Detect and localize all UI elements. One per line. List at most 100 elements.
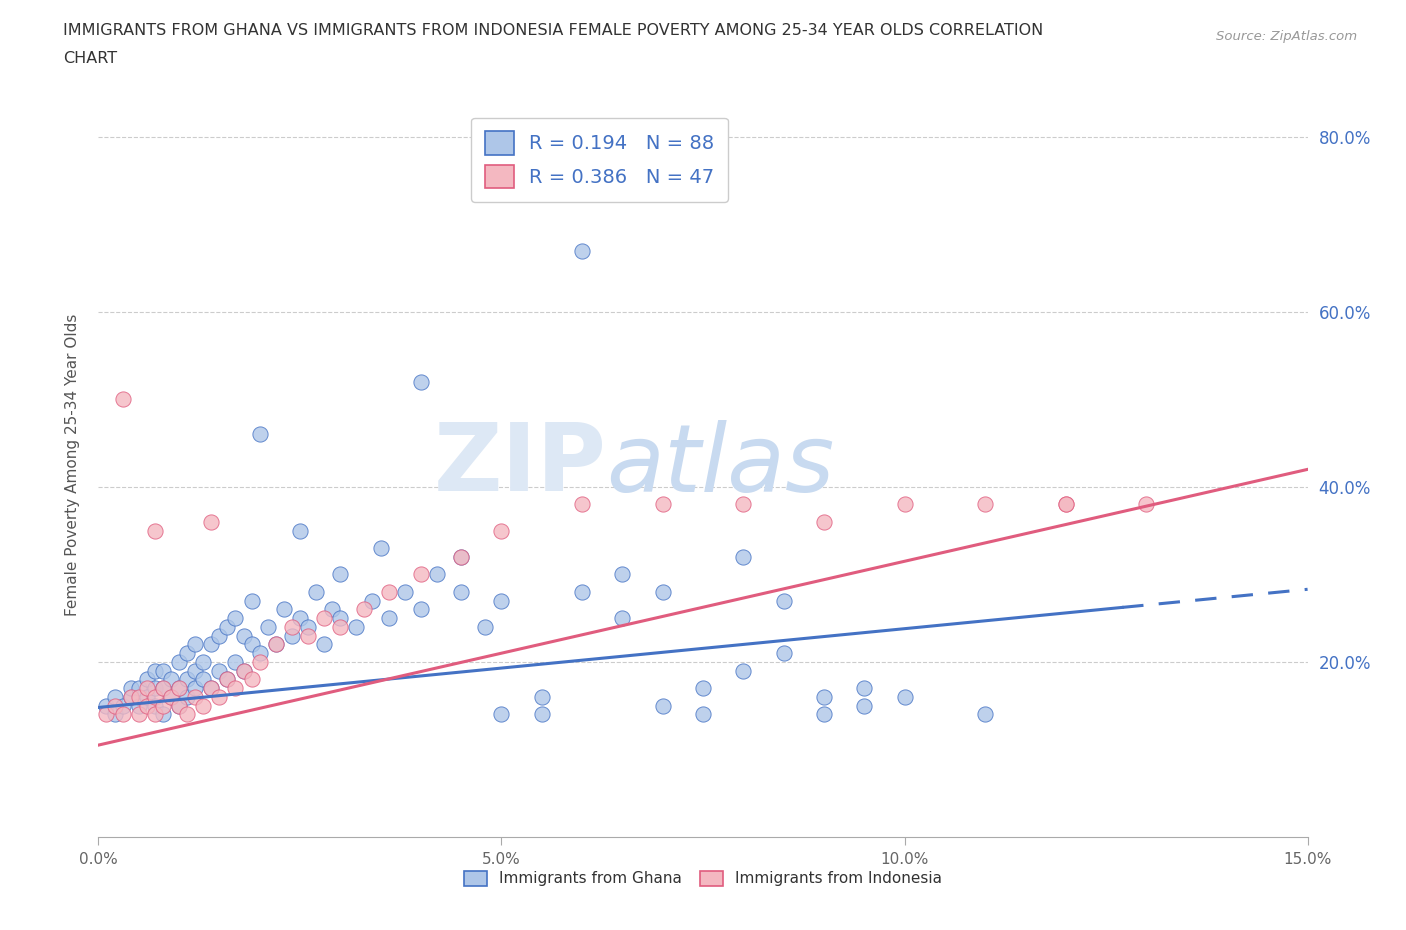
- Point: [893, 689, 915, 704]
- Point: [135, 672, 157, 687]
- Point: [128, 689, 150, 704]
- Point: [217, 672, 239, 687]
- Point: [733, 497, 755, 512]
- Point: [264, 637, 287, 652]
- Point: [491, 593, 513, 608]
- Point: [281, 629, 304, 644]
- Point: [143, 689, 166, 704]
- Point: [224, 681, 246, 696]
- Point: [96, 698, 118, 713]
- Point: [103, 707, 125, 722]
- Point: [224, 611, 246, 626]
- Point: [160, 672, 183, 687]
- Text: atlas: atlas: [606, 419, 835, 511]
- Point: [135, 698, 157, 713]
- Point: [893, 497, 915, 512]
- Point: [264, 637, 287, 652]
- Point: [120, 689, 142, 704]
- Point: [103, 689, 125, 704]
- Point: [217, 672, 239, 687]
- Point: [612, 611, 634, 626]
- Point: [152, 681, 174, 696]
- Point: [273, 602, 295, 617]
- Point: [217, 619, 239, 634]
- Point: [377, 584, 399, 599]
- Point: [651, 497, 673, 512]
- Point: [152, 698, 174, 713]
- Text: ZIP: ZIP: [433, 419, 606, 511]
- Point: [256, 619, 278, 634]
- Point: [651, 698, 673, 713]
- Point: [571, 497, 593, 512]
- Point: [135, 689, 157, 704]
- Point: [974, 707, 997, 722]
- Point: [128, 681, 150, 696]
- Point: [288, 524, 311, 538]
- Point: [200, 637, 222, 652]
- Point: [813, 707, 835, 722]
- Point: [240, 672, 263, 687]
- Point: [612, 567, 634, 582]
- Point: [571, 584, 593, 599]
- Point: [167, 681, 190, 696]
- Point: [329, 567, 352, 582]
- Point: [772, 645, 794, 660]
- Text: IMMIGRANTS FROM GHANA VS IMMIGRANTS FROM INDONESIA FEMALE POVERTY AMONG 25-34 YE: IMMIGRANTS FROM GHANA VS IMMIGRANTS FROM…: [63, 23, 1043, 38]
- Point: [530, 689, 553, 704]
- Point: [167, 698, 190, 713]
- Point: [103, 698, 125, 713]
- Point: [176, 707, 198, 722]
- Point: [692, 681, 714, 696]
- Point: [733, 550, 755, 565]
- Point: [176, 672, 198, 687]
- Point: [1135, 497, 1157, 512]
- Point: [224, 655, 246, 670]
- Point: [143, 663, 166, 678]
- Point: [249, 645, 271, 660]
- Point: [733, 663, 755, 678]
- Point: [426, 567, 449, 582]
- Point: [176, 645, 198, 660]
- Point: [193, 672, 215, 687]
- Point: [530, 707, 553, 722]
- Point: [167, 655, 190, 670]
- Point: [120, 681, 142, 696]
- Point: [249, 427, 271, 442]
- Point: [111, 392, 134, 406]
- Point: [184, 663, 207, 678]
- Point: [361, 593, 384, 608]
- Point: [128, 707, 150, 722]
- Point: [232, 663, 254, 678]
- Legend: Immigrants from Ghana, Immigrants from Indonesia: Immigrants from Ghana, Immigrants from I…: [457, 864, 949, 893]
- Point: [152, 663, 174, 678]
- Point: [96, 707, 118, 722]
- Point: [344, 619, 367, 634]
- Point: [853, 681, 876, 696]
- Point: [160, 689, 183, 704]
- Point: [651, 584, 673, 599]
- Point: [321, 602, 343, 617]
- Point: [813, 514, 835, 529]
- Point: [249, 655, 271, 670]
- Point: [409, 375, 432, 390]
- Point: [111, 707, 134, 722]
- Point: [974, 497, 997, 512]
- Point: [193, 655, 215, 670]
- Point: [200, 681, 222, 696]
- Point: [329, 619, 352, 634]
- Point: [772, 593, 794, 608]
- Point: [853, 698, 876, 713]
- Point: [143, 524, 166, 538]
- Point: [450, 584, 472, 599]
- Point: [128, 698, 150, 713]
- Point: [160, 689, 183, 704]
- Text: CHART: CHART: [63, 51, 117, 66]
- Point: [143, 707, 166, 722]
- Point: [200, 681, 222, 696]
- Point: [353, 602, 375, 617]
- Point: [167, 681, 190, 696]
- Point: [474, 619, 496, 634]
- Point: [200, 514, 222, 529]
- Point: [208, 629, 231, 644]
- Point: [240, 637, 263, 652]
